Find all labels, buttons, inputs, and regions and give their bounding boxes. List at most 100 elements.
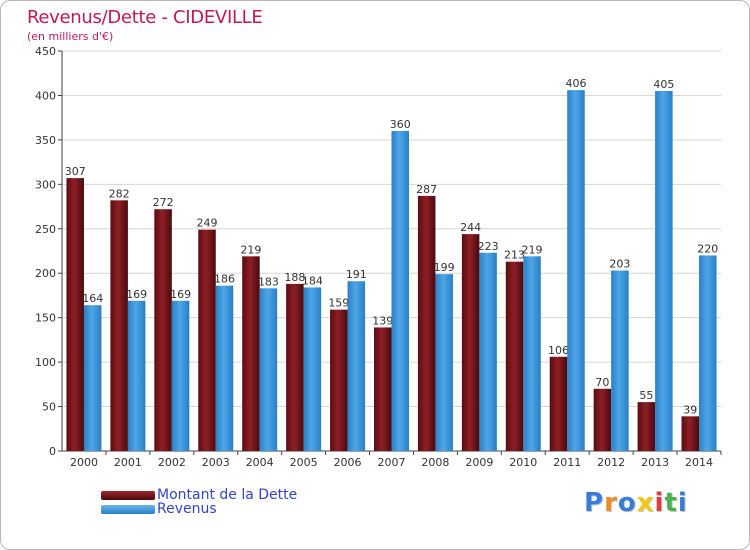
bar-dette [637, 402, 656, 451]
data-label-revenus: 164 [82, 292, 103, 305]
y-tick-label: 0 [49, 445, 56, 458]
logo-letter: i [677, 488, 688, 518]
y-tick-label: 100 [35, 356, 56, 369]
data-label-dette: 287 [416, 183, 437, 196]
bar-revenus [611, 270, 629, 451]
bar-dette [593, 388, 612, 451]
bar-revenus [171, 300, 190, 451]
logo-letter: P [584, 488, 605, 518]
legend-label-revenus: Revenus [157, 501, 217, 517]
x-tick-label: 2010 [509, 456, 537, 469]
data-label-revenus: 186 [214, 273, 235, 286]
chart-title: Revenus/Dette - CIDEVILLE [27, 7, 263, 28]
bar-revenus [127, 300, 146, 451]
data-label-revenus: 184 [302, 274, 323, 287]
bar-dette [505, 261, 524, 451]
bar-dette [417, 195, 436, 451]
data-label-dette: 159 [328, 297, 349, 310]
bar-revenus [523, 256, 541, 451]
bar-dette [198, 229, 216, 451]
logo-letter: o [617, 488, 637, 518]
x-tick-label: 2011 [553, 456, 581, 469]
data-label-revenus: 220 [697, 242, 718, 255]
legend-swatch-dette [101, 490, 155, 500]
data-label-dette: 139 [372, 314, 393, 327]
legend-item-dette: Montant de la Dette [101, 487, 297, 503]
data-label-revenus: 360 [390, 118, 411, 131]
data-label-dette: 244 [460, 221, 481, 234]
data-label-revenus: 405 [653, 78, 674, 91]
bar-revenus [83, 305, 102, 451]
proxiti-logo: Proxiti [584, 488, 688, 518]
bar-dette [242, 256, 260, 451]
bar-revenus [655, 91, 673, 451]
bar-revenus [479, 252, 497, 451]
y-tick-label: 250 [35, 223, 56, 236]
data-label-revenus: 183 [258, 275, 279, 288]
y-tick-label: 400 [35, 89, 56, 102]
legend-label-dette: Montant de la Dette [157, 487, 298, 503]
data-label-revenus: 191 [346, 268, 367, 281]
x-tick-label: 2005 [290, 456, 318, 469]
y-tick-label: 150 [35, 312, 56, 325]
x-tick-label: 2014 [685, 456, 713, 469]
data-label-dette: 39 [683, 403, 697, 416]
logo-letter: i [654, 488, 665, 518]
x-tick-label: 2007 [378, 456, 406, 469]
data-label-dette: 106 [548, 344, 569, 357]
bar-dette [66, 178, 84, 451]
bar-dette [154, 209, 172, 451]
bar-dette [681, 416, 700, 451]
bar-revenus [391, 131, 409, 451]
data-label-dette: 70 [595, 376, 609, 389]
bar-revenus [435, 274, 453, 451]
x-tick-label: 2012 [597, 456, 625, 469]
y-tick-label: 200 [35, 267, 56, 280]
chart-subtitle: (en milliers d'€) [27, 30, 114, 43]
y-tick-label: 450 [35, 45, 56, 58]
legend-swatch-revenus [101, 504, 155, 514]
data-label-revenus: 169 [170, 288, 191, 301]
x-tick-label: 2013 [641, 456, 669, 469]
y-tick-label: 50 [42, 401, 56, 414]
data-label-revenus: 199 [434, 261, 455, 274]
bar-revenus [347, 281, 366, 451]
x-tick-label: 2006 [334, 456, 362, 469]
x-tick-label: 2003 [202, 456, 230, 469]
x-tick-label: 2000 [70, 456, 98, 469]
bar-revenus [215, 285, 234, 451]
bar-dette [286, 283, 304, 451]
bar-dette [330, 309, 348, 451]
data-label-dette: 213 [504, 249, 525, 262]
logo-letter: x [636, 488, 655, 518]
data-label-dette: 282 [109, 187, 130, 200]
data-label-revenus: 223 [478, 240, 499, 253]
bar-revenus [303, 287, 322, 451]
data-label-revenus: 169 [126, 288, 147, 301]
bar-dette [461, 234, 480, 451]
logo-letter: r [604, 488, 618, 518]
data-label-dette: 307 [65, 165, 86, 178]
logo-letter: t [664, 488, 678, 518]
bar-dette [374, 327, 392, 451]
bar-revenus [259, 288, 278, 451]
x-tick-label: 2001 [114, 456, 142, 469]
bar-revenus [699, 255, 717, 451]
bar-dette [549, 356, 568, 451]
legend-item-revenus: Revenus [101, 501, 217, 517]
data-label-revenus: 406 [565, 77, 586, 90]
bar-revenus [567, 90, 585, 451]
y-tick-label: 350 [35, 134, 56, 147]
data-label-dette: 249 [197, 217, 218, 230]
x-tick-label: 2002 [158, 456, 186, 469]
data-label-revenus: 219 [522, 243, 543, 256]
x-tick-label: 2008 [421, 456, 449, 469]
y-tick-label: 300 [35, 178, 56, 191]
data-label-dette: 55 [639, 389, 653, 402]
data-label-dette: 272 [153, 196, 174, 209]
x-tick-label: 2004 [246, 456, 274, 469]
bar-dette [110, 200, 128, 451]
data-label-dette: 219 [240, 243, 261, 256]
